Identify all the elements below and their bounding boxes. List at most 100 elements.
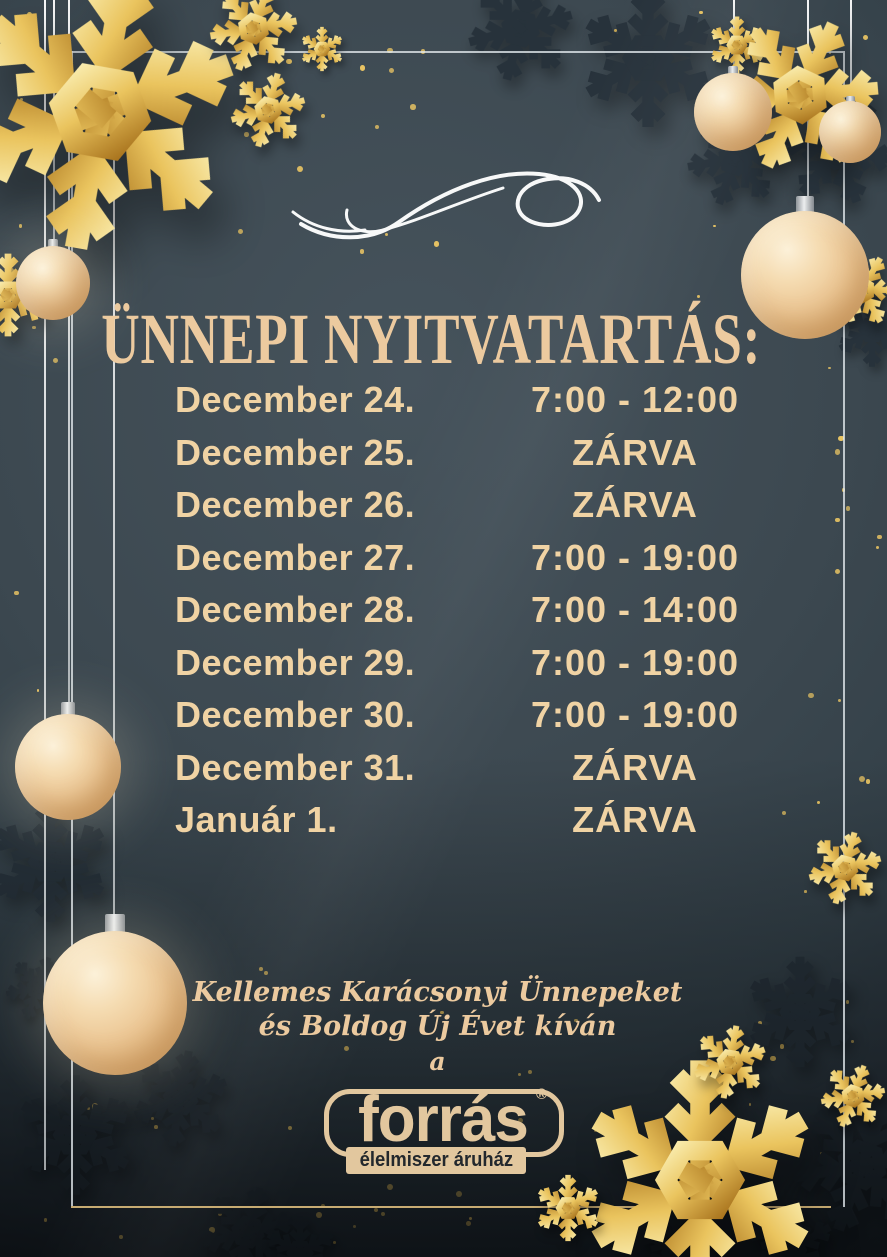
schedule-row: December 28. 7:00 - 14:00 <box>175 584 750 637</box>
gold-dot <box>770 1055 777 1062</box>
gold-dot <box>9 268 15 274</box>
schedule-row: December 29. 7:00 - 19:00 <box>175 637 750 690</box>
gold-dot <box>835 569 841 575</box>
logo-tagline-banner: élelmiszer áruház <box>346 1147 526 1174</box>
schedule-date: December 27. <box>175 536 416 578</box>
gold-dot <box>466 1221 471 1226</box>
schedule-row: December 26. ZÁRVA <box>175 479 750 532</box>
gold-dot <box>258 966 263 971</box>
bauble-cap <box>796 196 814 215</box>
gold-dot <box>359 248 365 254</box>
gold-dot <box>518 1117 523 1123</box>
gold-dot <box>518 1073 522 1077</box>
gold-dot <box>283 988 289 995</box>
gold-dot <box>845 1000 850 1004</box>
bauble-ball <box>16 245 90 320</box>
gold-dot <box>803 890 807 894</box>
gold-dot <box>287 1126 292 1131</box>
gold-dot <box>865 778 871 784</box>
logo-brand-text: forrás <box>358 1083 529 1156</box>
gold-dot <box>217 1212 223 1217</box>
frame-left-line <box>71 51 73 1207</box>
christmas-bauble-ornament <box>694 65 772 155</box>
gold-dot <box>14 590 19 596</box>
bauble-ball <box>741 210 869 339</box>
schedule-row: December 27. 7:00 - 19:00 <box>175 532 750 585</box>
gold-dot <box>808 692 814 699</box>
gold-dot <box>381 1212 385 1217</box>
gold-dot <box>20 98 24 101</box>
schedule-date: December 24. <box>175 379 416 421</box>
gold-dot <box>850 1039 854 1043</box>
gold-dot <box>434 241 440 247</box>
page-title: ÜNNEPI NYITVATARTÁS: <box>101 299 762 380</box>
greeting-line-3: a <box>429 1047 446 1076</box>
gold-dot <box>373 1207 379 1213</box>
gold-dot <box>285 58 292 65</box>
frame-right-line <box>843 51 845 1207</box>
gold-dot <box>154 1125 158 1129</box>
christmas-bauble-ornament <box>16 239 90 324</box>
gold-dot <box>838 699 842 703</box>
gold-dot <box>244 132 249 137</box>
gold-dot <box>456 1191 463 1198</box>
frame-top-line <box>71 51 843 53</box>
christmas-bauble-ornament <box>15 702 121 824</box>
gold-dot <box>296 166 303 173</box>
schedule-row: December 30. 7:00 - 19:00 <box>175 689 750 742</box>
gold-dot <box>43 1218 48 1222</box>
gold-dot <box>859 776 866 783</box>
bauble-ball <box>694 72 772 151</box>
registered-trademark-icon: ® <box>536 1086 548 1103</box>
christmas-bauble-ornament <box>43 913 187 1079</box>
logo-tagline-text: élelmiszer áruház <box>359 1149 513 1171</box>
gold-dot <box>614 28 618 32</box>
gold-dot <box>828 366 832 370</box>
gold-dot <box>712 224 716 228</box>
schedule-hours: 7:00 - 19:00 <box>530 694 740 736</box>
gold-dot <box>321 114 326 118</box>
schedule-date: December 28. <box>175 589 416 631</box>
gold-dot <box>263 971 268 975</box>
gold-dot <box>698 10 703 15</box>
gold-dot <box>816 800 820 804</box>
gold-dot <box>877 534 882 540</box>
schedule-hours: 7:00 - 19:00 <box>530 641 740 683</box>
gold-dot <box>375 124 380 129</box>
flourish-icon <box>291 171 601 240</box>
gold-dot <box>781 811 787 816</box>
gold-dot <box>387 47 393 54</box>
gold-dot <box>119 1235 123 1240</box>
schedule-hours: 7:00 - 12:00 <box>530 379 740 421</box>
schedule-row: December 24. 7:00 - 12:00 <box>175 374 750 427</box>
bauble-cap <box>727 65 739 77</box>
schedule-hours: ZÁRVA <box>572 431 698 473</box>
gold-dot <box>384 232 388 237</box>
gold-dot <box>697 295 701 299</box>
gold-dot <box>53 357 59 363</box>
gold-dot <box>410 104 416 110</box>
gold-dot <box>838 435 844 442</box>
gold-dot <box>862 35 868 41</box>
schedule-row: Január 1. ZÁRVA <box>175 794 750 847</box>
gold-dot <box>779 1044 785 1049</box>
christmas-bauble-ornament <box>819 95 881 167</box>
greeting-line-2: és Boldog Új Évet kíván <box>258 1011 617 1042</box>
gold-dot <box>18 224 23 228</box>
ornament-string <box>68 0 70 715</box>
schedule-row: December 25. ZÁRVA <box>175 427 750 480</box>
gold-dot <box>835 517 840 522</box>
schedule-hours: ZÁRVA <box>572 799 698 841</box>
schedule-hours: 7:00 - 19:00 <box>530 536 740 578</box>
opening-hours-table: December 24. 7:00 - 12:00 December 25. Z… <box>175 374 750 847</box>
ornament-string <box>850 0 852 102</box>
gold-dot <box>352 1224 357 1229</box>
ornament-string <box>44 0 46 1170</box>
ornament-string <box>113 0 115 932</box>
bauble-cap <box>104 913 126 935</box>
christmas-bauble-ornament <box>741 196 869 343</box>
bauble-ball <box>819 100 881 163</box>
bauble-cap <box>47 239 59 250</box>
